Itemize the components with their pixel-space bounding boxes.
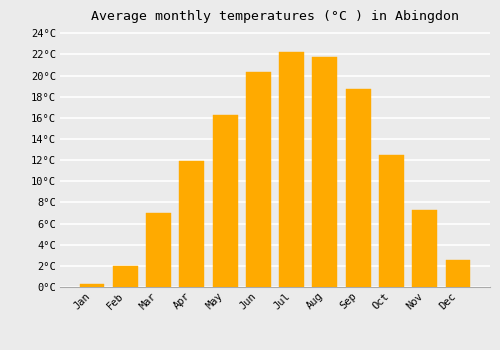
Title: Average monthly temperatures (°C ) in Abingdon: Average monthly temperatures (°C ) in Ab…	[91, 10, 459, 23]
Bar	[446, 259, 470, 287]
Bar	[80, 284, 104, 287]
Bar	[312, 57, 338, 287]
Bar	[412, 210, 437, 287]
Bar	[146, 213, 171, 287]
Bar	[379, 155, 404, 287]
Bar	[113, 266, 138, 287]
Bar	[346, 89, 370, 287]
Bar	[279, 52, 304, 287]
Bar	[246, 72, 271, 287]
Bar	[212, 115, 238, 287]
Bar	[180, 161, 204, 287]
